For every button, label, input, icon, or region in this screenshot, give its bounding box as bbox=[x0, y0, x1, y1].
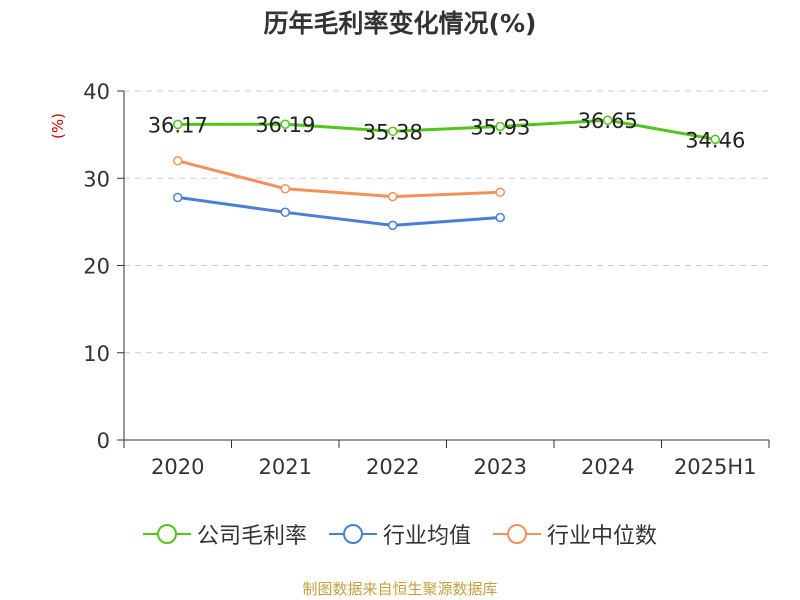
chart-title: 历年毛利率变化情况(%) bbox=[263, 9, 537, 38]
legend-marker-icon bbox=[142, 524, 191, 544]
series-line-2 bbox=[177, 159, 501, 199]
data-label: 36.17 bbox=[148, 113, 208, 137]
legend-label: 公司毛利率 bbox=[196, 524, 307, 549]
data-point bbox=[280, 183, 290, 194]
x-tick-label: 2025H1 bbox=[674, 455, 757, 479]
legend-label: 行业均值 bbox=[382, 524, 471, 549]
y-tick-label: 0 bbox=[97, 429, 110, 453]
x-tick-label: 2024 bbox=[581, 455, 634, 479]
data-point bbox=[495, 121, 505, 132]
y-tick-label: 40 bbox=[83, 80, 110, 104]
data-point bbox=[495, 212, 505, 223]
legend-marker-icon bbox=[328, 524, 377, 544]
y-tick-label: 20 bbox=[83, 255, 110, 279]
data-point bbox=[388, 126, 398, 137]
data-label: 36.65 bbox=[578, 109, 638, 133]
data-point bbox=[495, 187, 505, 197]
data-point bbox=[710, 134, 720, 145]
legend-item-industry-median[interactable]: 行业中位数 bbox=[493, 518, 657, 550]
data-label: 34.46 bbox=[685, 128, 745, 152]
y-tick-label: 10 bbox=[83, 342, 110, 366]
legend-item-company[interactable]: 公司毛利率 bbox=[142, 518, 307, 550]
data-point bbox=[173, 156, 183, 166]
data-label: 36.19 bbox=[255, 113, 315, 137]
legend: 公司毛利率 行业均值 行业中位数 bbox=[0, 518, 800, 550]
legend-marker-icon bbox=[493, 524, 541, 544]
series-line-0 bbox=[177, 118, 716, 141]
data-point bbox=[280, 207, 290, 218]
data-point bbox=[603, 115, 613, 125]
legend-item-industry-mean[interactable]: 行业均值 bbox=[328, 518, 471, 550]
y-axis-label: (%) bbox=[49, 113, 67, 139]
data-label: 35.38 bbox=[363, 120, 423, 144]
data-point bbox=[388, 191, 398, 202]
y-tick-label: 30 bbox=[83, 167, 110, 191]
series-line-1 bbox=[177, 195, 501, 227]
legend-label: 行业中位数 bbox=[547, 524, 658, 549]
data-point bbox=[173, 119, 183, 130]
data-label: 35.93 bbox=[470, 116, 530, 140]
x-tick-label: 2020 bbox=[151, 455, 204, 479]
data-point bbox=[388, 220, 398, 231]
x-tick-label: 2021 bbox=[259, 455, 312, 479]
data-point bbox=[280, 119, 290, 129]
x-tick-label: 2022 bbox=[366, 455, 419, 479]
source-note: 制图数据来自恒生聚源数据库 bbox=[302, 580, 498, 598]
x-tick-label: 2023 bbox=[474, 455, 527, 479]
data-point bbox=[173, 192, 183, 203]
